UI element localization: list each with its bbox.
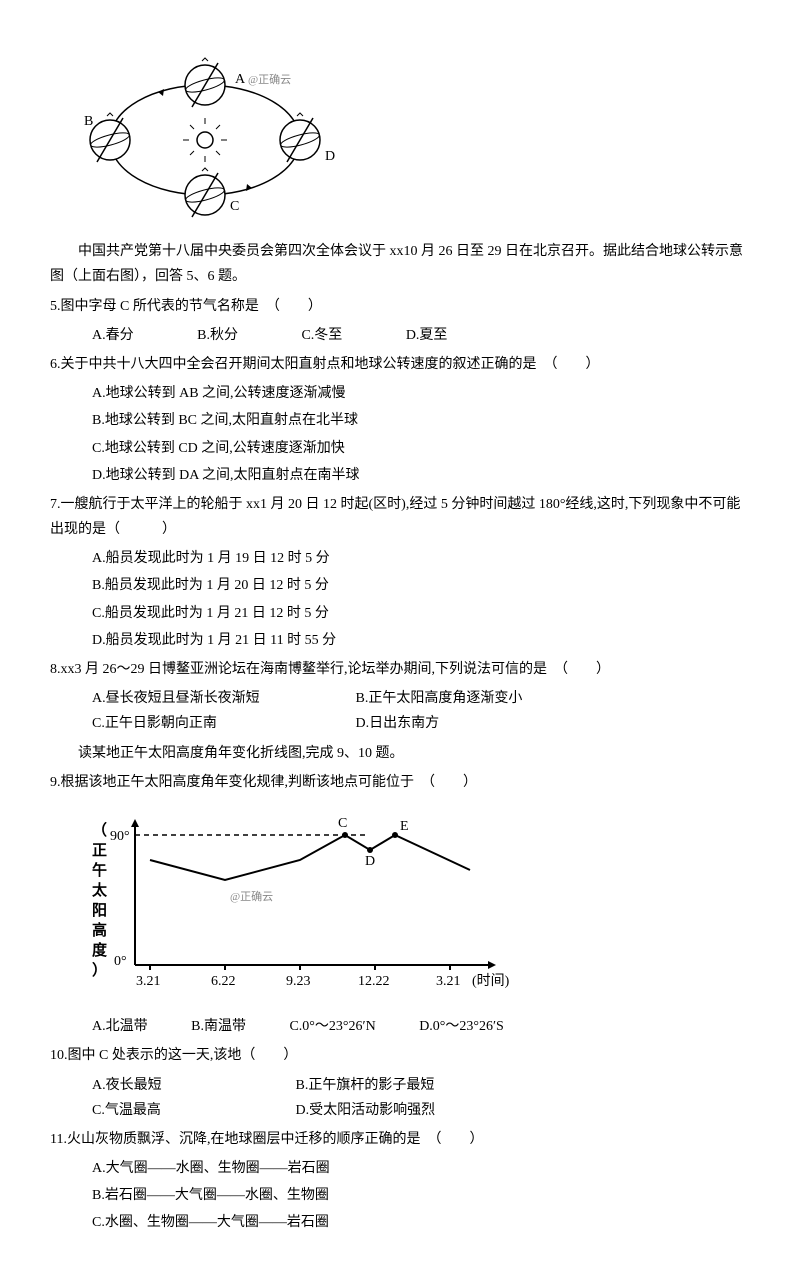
q7-c: C.船员发现此时为 1 月 21 日 12 时 5 分 <box>92 601 750 626</box>
q11-b: B.岩石圈——大气圈——水圈、生物圈 <box>92 1183 750 1208</box>
yl0: （ <box>92 821 107 839</box>
q10-d: D.受太阳活动影响强烈 <box>296 1098 556 1123</box>
xt1: 6.22 <box>211 974 236 989</box>
q5-b: B.秋分 <box>197 323 238 348</box>
q6-a: A.地球公转到 AB 之间,公转速度逐渐减慢 <box>92 381 750 406</box>
yl4: 阳 <box>92 902 107 919</box>
q7-options: A.船员发现此时为 1 月 19 日 12 时 5 分 B.船员发现此时为 1 … <box>92 546 750 653</box>
q5-a: A.春分 <box>92 323 134 348</box>
q10-text: 10.图中 C 处表示的这一天,该地（ ） <box>50 1043 750 1068</box>
q11-options: A.大气圈——水圈、生物圈——岩石圈 B.岩石圈——大气圈——水圈、生物圈 C.… <box>92 1156 750 1236</box>
q6-d: D.地球公转到 DA 之间,太阳直射点在南半球 <box>92 463 750 488</box>
q5-options: A.春分 B.秋分 C.冬至 D.夏至 <box>92 323 750 348</box>
q10-a: A.夜长最短 <box>92 1073 292 1098</box>
q11-c: C.水圈、生物圈——大气圈——岩石圈 <box>92 1210 750 1235</box>
q7-d: D.船员发现此时为 1 月 21 日 11 时 55 分 <box>92 628 750 653</box>
xt3: 12.22 <box>358 974 390 989</box>
q6-b: B.地球公转到 BC 之间,太阳直射点在北半球 <box>92 408 750 433</box>
q5-text: 5.图中字母 C 所代表的节气名称是 （ ） <box>50 294 750 319</box>
yl2: 午 <box>92 861 107 879</box>
yl5: 高 <box>92 921 107 939</box>
pt-c: C <box>338 816 347 831</box>
watermark-2: @正确云 <box>230 890 273 903</box>
ytick-0: 0° <box>114 954 127 969</box>
pt-e: E <box>400 819 409 834</box>
q6-text: 6.关于中共十八大四中全会召开期间太阳直射点和地球公转速度的叙述正确的是 （ ） <box>50 352 750 377</box>
label-a: A <box>235 72 246 87</box>
xt0: 3.21 <box>136 974 161 989</box>
pt-d: D <box>365 854 375 869</box>
q6-options: A.地球公转到 AB 之间,公转速度逐渐减慢 B.地球公转到 BC 之间,太阳直… <box>92 381 750 488</box>
label-d: D <box>325 149 335 164</box>
q9-options: A.北温带 B.南温带 C.0°～23°26′N D.0°～23°26′S <box>92 1014 750 1039</box>
yl7: ） <box>92 961 107 979</box>
q9-c: C.0°～23°26′N <box>289 1014 375 1039</box>
q8-d: D.日出东南方 <box>356 711 616 736</box>
q11-a: A.大气圈——水圈、生物圈——岩石圈 <box>92 1156 750 1181</box>
q8-a: A.昼长夜短且昼渐长夜渐短 <box>92 686 352 711</box>
q9-text: 9.根据该地正午太阳高度角年变化规律,判断该地点可能位于 （ ） <box>50 770 750 795</box>
yl3: 太 <box>92 881 108 899</box>
q7-a: A.船员发现此时为 1 月 19 日 12 时 5 分 <box>92 546 750 571</box>
q9-b: B.南温带 <box>191 1014 246 1039</box>
label-b: B <box>84 114 93 129</box>
intro-5-6: 中国共产党第十八届中央委员会第四次全体会议于 xx10 月 26 日至 29 日… <box>50 239 750 289</box>
ytick-90: 90° <box>110 829 130 844</box>
earth-revolution-diagram: A @正确云 B C D <box>80 50 750 229</box>
watermark-1: @正确云 <box>248 73 291 86</box>
q7-b: B.船员发现此时为 1 月 20 日 12 时 5 分 <box>92 573 750 598</box>
intro-9-10: 读某地正午太阳高度角年变化折线图,完成 9、10 题。 <box>50 741 750 766</box>
q10-c: C.气温最高 <box>92 1098 292 1123</box>
xt4: 3.21 <box>436 974 461 989</box>
q5-d: D.夏至 <box>406 323 448 348</box>
q9-a: A.北温带 <box>92 1014 148 1039</box>
altitude-chart: （ 正 午 太 阳 高 度 ） 90° 0° C D E @正确云 <box>80 805 750 1004</box>
q8-options: A.昼长夜短且昼渐长夜渐短 B.正午太阳高度角逐渐变小 C.正午日影朝向正南 D… <box>92 686 750 736</box>
q8-text: 8.xx3 月 26～29 日博鳌亚洲论坛在海南博鳌举行,论坛举办期间,下列说法… <box>50 657 750 682</box>
q5-c: C.冬至 <box>301 323 342 348</box>
yl1: 正 <box>92 842 107 859</box>
yl6: 度 <box>92 941 108 959</box>
q11-text: 11.火山灰物质飘浮、沉降,在地球圈层中迁移的顺序正确的是 （ ） <box>50 1127 750 1152</box>
q9-d: D.0°～23°26′S <box>419 1014 504 1039</box>
q10-b: B.正午旗杆的影子最短 <box>296 1073 556 1098</box>
q7-text: 7.一艘航行于太平洋上的轮船于 xx1 月 20 日 12 时起(区时),经过 … <box>50 492 750 542</box>
label-c: C <box>230 199 239 214</box>
q8-c: C.正午日影朝向正南 <box>92 711 352 736</box>
xlabel: (时间) <box>472 973 510 989</box>
q8-b: B.正午太阳高度角逐渐变小 <box>356 686 616 711</box>
q10-options: A.夜长最短 B.正午旗杆的影子最短 C.气温最高 D.受太阳活动影响强烈 <box>92 1073 750 1123</box>
q6-c: C.地球公转到 CD 之间,公转速度逐渐加快 <box>92 436 750 461</box>
xt2: 9.23 <box>286 974 311 989</box>
